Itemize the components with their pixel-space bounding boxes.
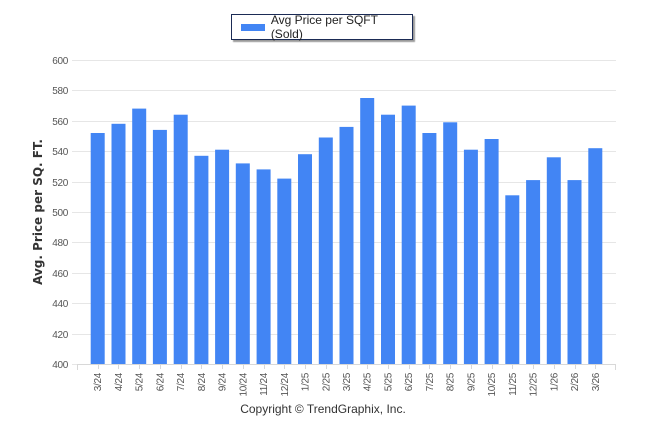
x-tick-label: 6/24 <box>155 372 166 391</box>
x-tick-label: 2/26 <box>570 372 581 391</box>
x-tick-label: 5/24 <box>135 372 146 391</box>
bar-5-25[interactable] <box>381 114 395 364</box>
bar-7-25[interactable] <box>422 133 437 364</box>
x-tick-label: 1/25 <box>301 372 312 391</box>
bar-3-24[interactable] <box>90 133 105 364</box>
y-tick-label: 600 <box>52 56 69 67</box>
x-tick-label: 10/25 <box>487 372 498 396</box>
x-tick-label: 2/25 <box>321 372 332 391</box>
y-tick-label: 400 <box>52 360 69 371</box>
bar-3-26[interactable] <box>588 148 603 364</box>
x-tick-label: 8/25 <box>446 372 457 391</box>
bar-9-24[interactable] <box>215 149 230 364</box>
bar-11-25[interactable] <box>505 195 520 364</box>
y-tick-label: 580 <box>52 86 69 97</box>
bar-9-25[interactable] <box>463 149 478 364</box>
x-tick-label: 7/24 <box>176 372 187 391</box>
y-tick-label: 520 <box>52 178 69 189</box>
x-tick-label: 3/25 <box>342 372 353 391</box>
x-tick-label: 3/24 <box>93 372 104 391</box>
y-tick-label: 500 <box>52 208 69 219</box>
x-tick-label: 4/24 <box>114 372 125 391</box>
bar-11-24[interactable] <box>256 169 271 364</box>
bar-8-25[interactable] <box>443 122 458 364</box>
x-axis: 3/24 4/24 5/24 6/24 7/24 8/24 9/24 10/24 11/24 12… <box>77 364 616 397</box>
bar-10-25[interactable] <box>484 139 499 364</box>
bar-1-25[interactable] <box>298 154 312 364</box>
x-tick-label: 4/25 <box>363 372 374 391</box>
bar-12-24[interactable] <box>277 178 292 364</box>
x-tick-label: 11/25 <box>508 372 519 396</box>
y-tick-label: 440 <box>52 299 69 310</box>
x-tick-label: 3/26 <box>591 372 602 391</box>
bar-5-24[interactable] <box>132 108 147 364</box>
bars <box>90 98 603 365</box>
x-tick-label: 9/25 <box>466 372 477 391</box>
x-tick-label: 5/25 <box>384 372 395 391</box>
y-tick-label: 460 <box>52 269 69 280</box>
bar-1-26[interactable] <box>546 157 561 364</box>
x-tick-label: 10/24 <box>238 372 249 396</box>
y-tick-label: 560 <box>52 117 69 128</box>
chart-legend[interactable]: Avg Price per SQFT (Sold) <box>231 13 413 41</box>
x-tick-label: 12/25 <box>529 372 540 396</box>
bar-10-24[interactable] <box>235 163 250 364</box>
bar-8-24[interactable] <box>194 155 209 364</box>
bar-2-25[interactable] <box>318 137 333 365</box>
x-tick-label: 7/25 <box>425 372 436 391</box>
bar-6-24[interactable] <box>152 129 167 364</box>
x-tick-label: 9/24 <box>218 372 229 391</box>
y-axis-ticks: 400 420 440 460 480 500 520 540 560 580 600 <box>52 56 69 371</box>
bar-2-26[interactable] <box>567 180 582 364</box>
bar-12-25[interactable] <box>526 180 541 364</box>
x-tick-label: 6/25 <box>404 372 415 391</box>
y-tick-label: 420 <box>52 330 69 341</box>
copyright-text: Copyright © TrendGraphix, Inc. <box>240 402 406 416</box>
y-tick-label: 540 <box>52 147 69 158</box>
bar-7-24[interactable] <box>173 114 188 364</box>
bar-4-24[interactable] <box>111 123 126 364</box>
x-tick-label: 1/26 <box>549 372 560 391</box>
bar-6-25[interactable] <box>401 105 416 364</box>
x-tick-label: 8/24 <box>197 372 208 391</box>
bar-3-25[interactable] <box>339 126 354 365</box>
x-tick-label: 12/24 <box>280 372 291 396</box>
y-tick-label: 480 <box>52 238 69 249</box>
y-axis-label: Avg. Price per SQ. FT. <box>31 139 45 285</box>
bar-4-25[interactable] <box>360 98 375 364</box>
legend-label: Avg Price per SQFT (Sold) <box>270 13 378 41</box>
x-tick-label: 11/24 <box>259 372 270 396</box>
legend-swatch-icon <box>241 23 265 31</box>
